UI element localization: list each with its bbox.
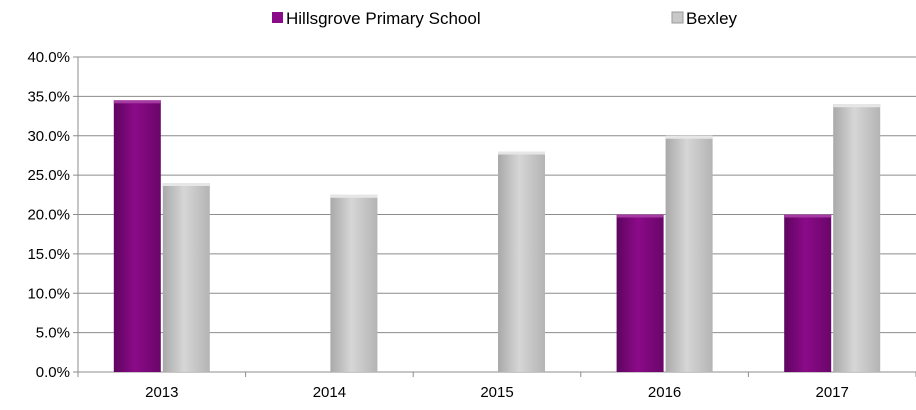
x-tick-label: 2016: [648, 384, 681, 401]
y-tick-label: 15.0%: [27, 246, 70, 263]
bar-bexley: [498, 151, 545, 372]
legend-label: Bexley: [686, 9, 738, 28]
gridlines: [78, 56, 916, 334]
bar-hillsgrove-top-highlight: [616, 214, 664, 218]
y-tick-label: 35.0%: [27, 88, 70, 105]
bar-bexley: [162, 183, 210, 372]
bar-bexley: [665, 135, 713, 372]
bar-hillsgrove: [616, 214, 664, 372]
axes: [73, 56, 916, 377]
y-tick-label: 20.0%: [27, 207, 70, 224]
bar-bexley-top-highlight: [665, 135, 713, 139]
y-tick-label: 0.0%: [36, 364, 70, 381]
x-tick-label: 2013: [145, 384, 178, 401]
y-tick-label: 30.0%: [27, 128, 70, 145]
bar-bexley: [833, 104, 881, 372]
bar-hillsgrove: [784, 214, 832, 372]
bar-hillsgrove-top-highlight: [784, 214, 832, 218]
y-tick-label: 5.0%: [36, 325, 70, 342]
bar-hillsgrove-top-highlight: [113, 100, 161, 104]
legend: Hillsgrove Primary School Bexley: [272, 9, 738, 28]
bar-hillsgrove: [113, 100, 161, 372]
bar-bexley-top-highlight: [330, 194, 378, 198]
x-tick-labels: 2013 2014 2015 2016 2017: [145, 384, 849, 401]
y-tick-label: 40.0%: [27, 49, 70, 66]
y-tick-label: 10.0%: [27, 285, 70, 302]
legend-label: Hillsgrove Primary School: [286, 9, 481, 28]
y-tick-labels: 0.0% 5.0% 10.0% 15.0% 20.0% 25.0% 30.0% 35.0% 40…: [27, 49, 70, 381]
bar-bexley-top-highlight: [498, 151, 545, 155]
y-tick-label: 25.0%: [27, 167, 70, 184]
legend-swatch: [272, 12, 283, 23]
bar-bexley-top-highlight: [833, 104, 881, 108]
x-tick-label: 2017: [816, 384, 849, 401]
bar-bexley: [330, 194, 378, 372]
bars: [113, 100, 881, 372]
x-tick-label: 2014: [313, 384, 346, 401]
legend-swatch: [671, 11, 684, 24]
bar-bexley-top-highlight: [162, 183, 210, 186]
x-tick-label: 2015: [480, 384, 513, 401]
